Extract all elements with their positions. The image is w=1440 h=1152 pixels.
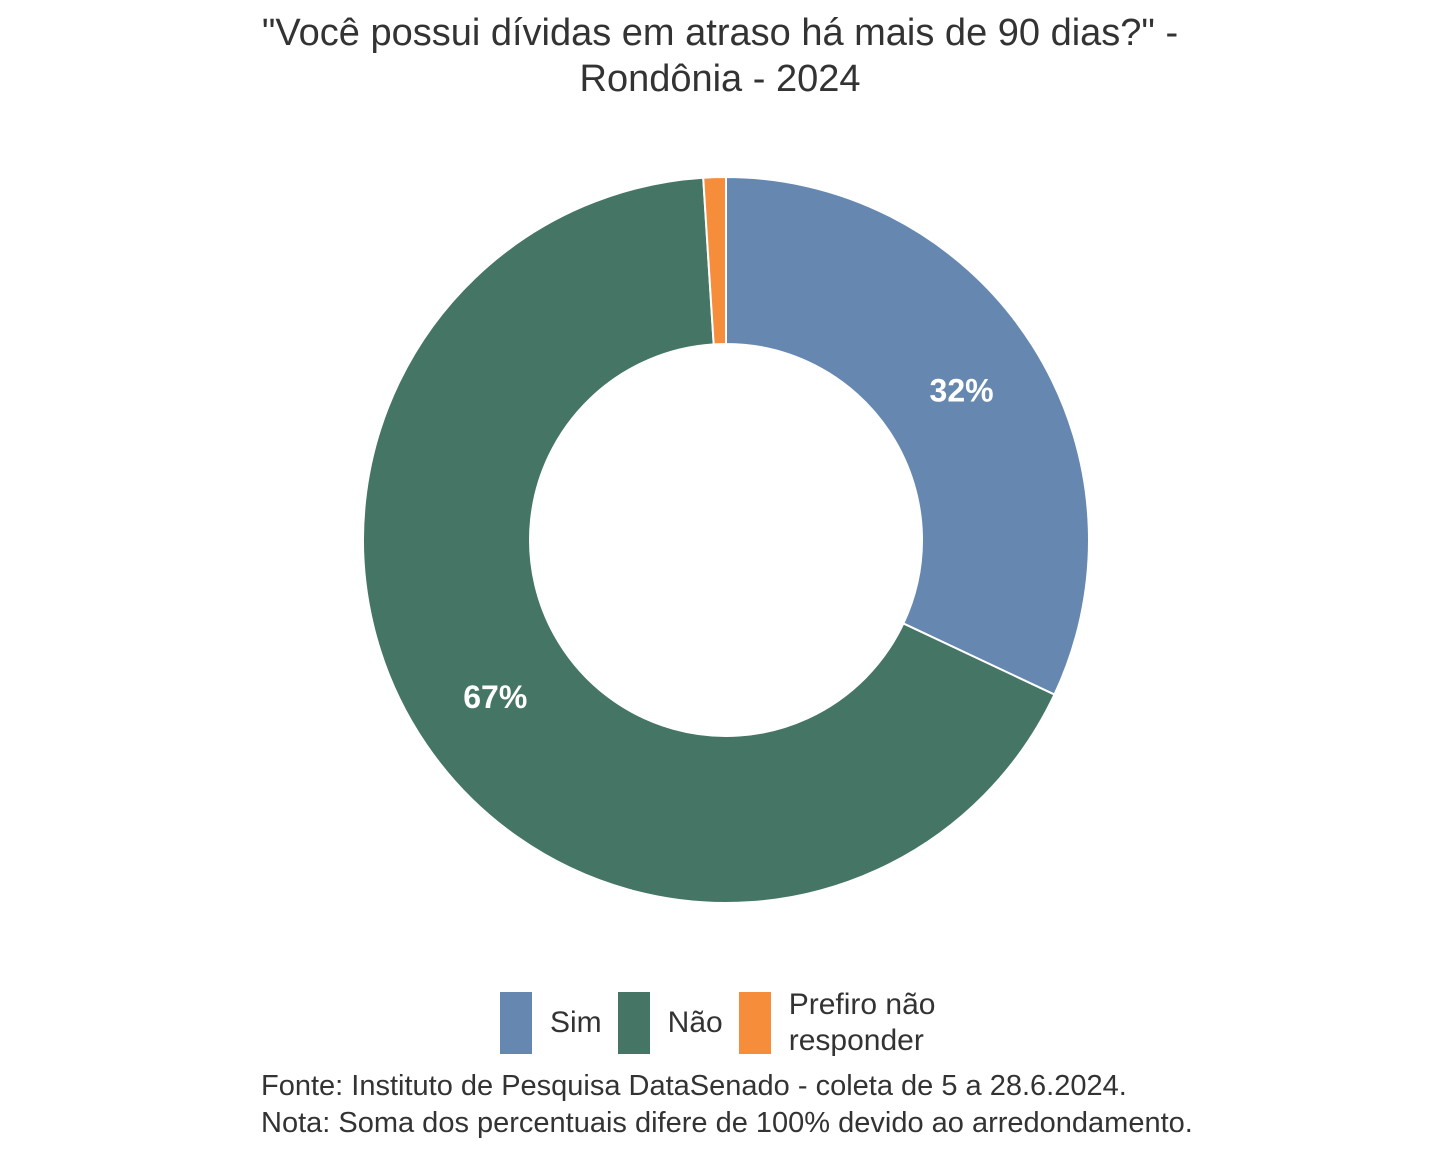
chart-title-line-2: Rondônia - 2024 [579, 58, 861, 100]
caption-note: Nota: Soma dos percentuais difere de 100… [261, 1107, 1193, 1139]
legend-item-nao: Não [617, 992, 723, 1054]
donut-slice-prefiro-nao-responder [702, 175, 727, 346]
slice-label-nao: 67% [463, 679, 527, 715]
legend-item-prefiro-nao-responder: Prefiro não responder [738, 987, 959, 1059]
legend-swatch-nao [617, 992, 650, 1054]
legend-label-line-2: responder [788, 1024, 924, 1057]
legend-item-sim: Sim [500, 992, 602, 1054]
legend-swatch-sim [500, 992, 532, 1054]
chart-caption: Fonte: Instituto de Pesquisa DataSenado … [261, 1068, 1193, 1142]
donut-slice-sim [725, 175, 1090, 696]
donut-slice-nao [362, 176, 1056, 904]
caption-source: Fonte: Instituto de Pesquisa DataSenado … [261, 1070, 1127, 1102]
slice-label-sim: 32% [930, 373, 994, 409]
legend-swatch-prefiro-nao-responder [738, 992, 771, 1054]
legend: Sim Não Prefiro não responder [500, 987, 975, 1059]
legend-label-line-1: Prefiro não [788, 988, 936, 1021]
legend-label-nao: Não [667, 1006, 723, 1039]
legend-label-prefiro-nao-responder: Prefiro não responder [789, 987, 959, 1059]
legend-label-sim: Sim [550, 1006, 602, 1039]
chart-title: "Você possui dívidas em atraso há mais d… [0, 10, 1440, 102]
chart-title-line-1: "Você possui dívidas em atraso há mais d… [261, 12, 1179, 54]
